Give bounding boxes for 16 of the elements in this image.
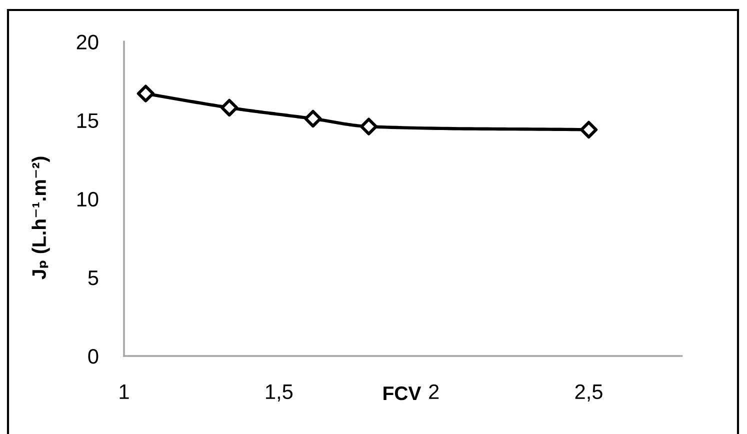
point [580,120,598,139]
x-tick-label: 2 [429,384,439,399]
y-tick-label: 10 [77,192,98,207]
point [136,84,155,102]
x-axis-title: FCV [384,386,422,400]
y-tick-label: 15 [77,114,98,128]
point [360,118,378,136]
y-tick-label: 5 [88,270,98,286]
y-axis-title: Jₚ (L.h⁻¹.m⁻²) [32,156,50,280]
point [220,98,238,117]
y-tick-label: 20 [76,34,98,50]
x-tick-label: 1 [120,384,129,399]
x-tick-label: 2,5 [575,384,602,402]
x-tick-label: 1,5 [266,384,293,402]
point [304,110,322,128]
y-tick-label: 0 [88,349,98,364]
